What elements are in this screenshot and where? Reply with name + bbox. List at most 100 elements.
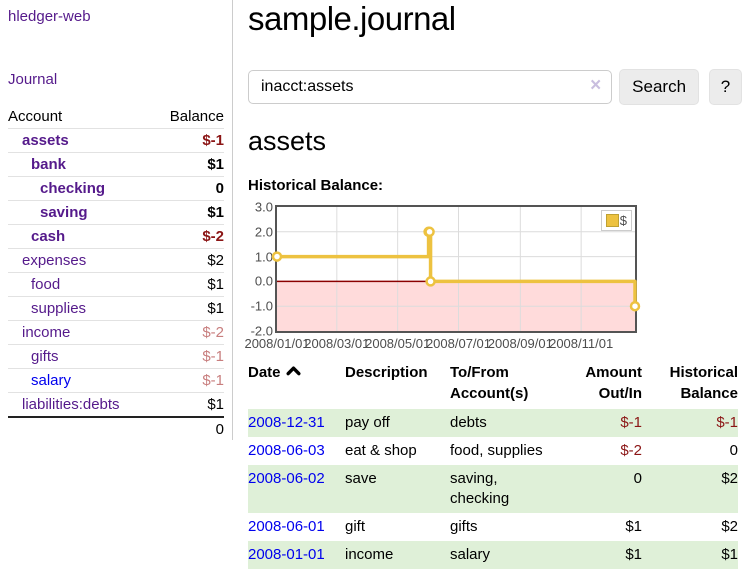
- account-name-cell: salary: [8, 369, 153, 393]
- account-balance: $-2: [202, 228, 224, 245]
- account-link-cash[interactable]: cash: [31, 228, 66, 245]
- account-row: bank $1: [8, 153, 224, 177]
- register-amount-cell: $1: [570, 541, 648, 569]
- y-tick-label: 0.0: [254, 273, 273, 289]
- account-balance: $-1: [202, 372, 224, 389]
- page-title: sample.journal: [248, 0, 456, 37]
- chart-canvas: [271, 207, 641, 331]
- account-name-cell: checking: [8, 177, 153, 201]
- register-balance-cell: $2: [721, 518, 738, 535]
- account-balance: $1: [207, 300, 224, 317]
- account-row: supplies $1: [8, 297, 224, 321]
- account-row: checking 0: [8, 177, 224, 201]
- register-description-cell: save: [345, 465, 450, 513]
- transaction-date-link[interactable]: 2008-06-02: [248, 470, 325, 487]
- register-balance-cell: 0: [729, 442, 738, 459]
- accounts-table-header-row: Account Balance: [8, 105, 224, 129]
- register-table-body: 2008-12-31 pay off debts $-1 $-1 2008-06-03 ea…: [248, 409, 738, 569]
- x-tick-label: 2008/03/01: [304, 336, 370, 351]
- amount-column-header: Amount Out/In: [585, 364, 642, 402]
- accounts-total-spacer: [8, 417, 153, 441]
- search-button[interactable]: Search: [619, 69, 700, 105]
- account-link-bank[interactable]: bank: [31, 156, 67, 173]
- date-column-header[interactable]: Date: [248, 362, 345, 409]
- register-balance-cell: $1: [648, 541, 738, 569]
- account-link-expenses[interactable]: expenses: [22, 252, 87, 269]
- account-name-cell: saving: [8, 201, 153, 225]
- legend-swatch-icon: [605, 214, 619, 227]
- accounts-table: Account Balance assets $-1 bank $1 checking 0…: [8, 105, 224, 441]
- register-date-cell: 2008-12-31: [248, 409, 345, 437]
- register-row: 2008-06-03 eat & shop food, supplies $-2 0: [248, 437, 738, 465]
- account-name-cell: expenses: [8, 249, 153, 273]
- x-tick-label: 2008/01/01: [244, 336, 310, 351]
- account-link-checking[interactable]: checking: [40, 180, 106, 197]
- register-description-cell: gift: [345, 518, 366, 535]
- account-link-supplies[interactable]: supplies: [31, 300, 87, 317]
- account-row: assets $-1: [8, 129, 224, 153]
- chart-title: Historical Balance:: [248, 177, 384, 194]
- register-accounts-cell: food, supplies: [450, 442, 543, 459]
- search-input[interactable]: [248, 70, 613, 104]
- account-row: saving $1: [8, 201, 224, 225]
- accounts-total-row: 0: [8, 417, 224, 441]
- x-tick-label: 2008/09/01: [487, 336, 553, 351]
- account-row: expenses $2: [8, 249, 224, 273]
- register-accounts-cell: saving, checking: [450, 465, 570, 513]
- register-row: 2008-12-31 pay off debts $-1 $-1: [248, 409, 738, 437]
- description-column-header: Description: [345, 364, 428, 381]
- register-accounts-cell: debts: [450, 409, 570, 437]
- account-link-income[interactable]: income: [22, 324, 71, 341]
- account-link-liabilities:debts[interactable]: liabilities:debts: [22, 396, 120, 413]
- account-link-gifts[interactable]: gifts: [31, 348, 59, 365]
- accounts-column-header: Account: [8, 108, 63, 125]
- register-row: 2008-06-02 save saving, checking 0 $2: [248, 465, 738, 513]
- register-amount-cell: $-2: [620, 442, 642, 459]
- sidebar-item-journal[interactable]: Journal: [8, 71, 58, 88]
- register-date-cell: 2008-06-01: [248, 513, 345, 541]
- account-link-food[interactable]: food: [31, 276, 61, 293]
- account-balance: $-1: [202, 132, 224, 149]
- account-name-cell: assets: [8, 129, 153, 153]
- register-balance-cell: $2: [648, 465, 738, 513]
- chart-legend: $: [600, 210, 632, 231]
- register-amount-cell: $1: [625, 518, 642, 535]
- account-balance: $1: [207, 204, 224, 221]
- register-date-cell: 2008-06-02: [248, 465, 345, 513]
- register-accounts-cell: salary: [450, 541, 570, 569]
- transaction-date-link[interactable]: 2008-12-31: [248, 414, 325, 431]
- account-link-salary[interactable]: salary: [31, 372, 72, 389]
- account-name-cell: bank: [8, 153, 153, 177]
- accounts-total-value: 0: [215, 421, 224, 438]
- legend-label: $: [619, 213, 627, 228]
- y-tick-label: 1.0: [254, 249, 273, 265]
- account-name-cell: food: [8, 273, 153, 297]
- account-link-saving[interactable]: saving: [40, 204, 88, 221]
- search-form: × Search ?: [248, 69, 742, 105]
- app-brand-link[interactable]: hledger-web: [8, 8, 91, 25]
- register-table: Date Description To/From Account(s) Amou…: [248, 362, 738, 569]
- register-amount-cell: $-1: [570, 409, 648, 437]
- balance-column-header: Balance: [169, 108, 224, 125]
- y-tick-label: -2.0: [250, 323, 273, 339]
- chart-x-axis-labels: 2008/01/01 2008/03/01 2008/05/01 2008/07/01…: [244, 336, 635, 352]
- sidebar: hledger-web Journal Account Balance asse…: [0, 0, 233, 440]
- account-balance: $1: [207, 396, 224, 413]
- account-balance: $2: [207, 252, 224, 269]
- transaction-date-link[interactable]: 2008-01-01: [248, 546, 325, 563]
- account-link-assets[interactable]: assets: [22, 132, 69, 149]
- date-column-label: Date: [248, 364, 281, 381]
- account-balance: 0: [215, 180, 224, 197]
- clear-search-icon[interactable]: ×: [590, 75, 602, 96]
- transaction-date-link[interactable]: 2008-06-01: [248, 518, 325, 535]
- transaction-date-link[interactable]: 2008-06-03: [248, 442, 325, 459]
- chart-plot-area[interactable]: $: [271, 205, 641, 333]
- account-balance: $-1: [202, 348, 224, 365]
- register-header-row: Date Description To/From Account(s) Amou…: [248, 362, 738, 409]
- account-row: salary $-1: [8, 369, 224, 393]
- account-row: food $1: [8, 273, 224, 297]
- account-row: income $-2: [8, 321, 224, 345]
- help-button[interactable]: ?: [709, 69, 742, 105]
- register-date-cell: 2008-01-01: [248, 541, 345, 569]
- register-amount-cell: 0: [570, 465, 648, 513]
